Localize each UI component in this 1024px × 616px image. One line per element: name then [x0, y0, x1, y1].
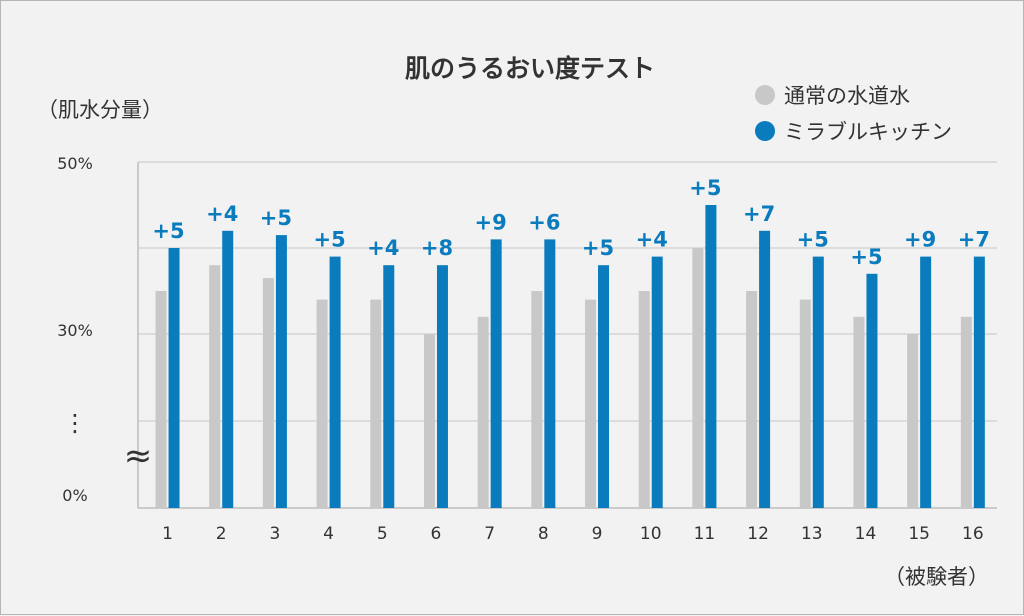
bar-tap-water-11: [692, 248, 704, 508]
bar-mirable-16: [973, 256, 985, 508]
legend-swatch-mirable: [755, 121, 775, 141]
difference-label-16: +7: [958, 228, 990, 252]
legend: 通常の水道水 ミラブルキッチン: [755, 84, 952, 144]
difference-label-10: +4: [636, 228, 668, 252]
x-axis-label: （被験者）: [884, 565, 989, 589]
y-tick-label-top: 50%: [57, 154, 93, 173]
bar-mirable-12: [759, 230, 771, 509]
bar-mirable-2: [222, 230, 234, 509]
y-tick-label-bottom: 0%: [62, 486, 87, 505]
bar-mirable-6: [436, 265, 448, 508]
axis-break-mark: ≈: [124, 436, 153, 476]
difference-label-11: +5: [689, 176, 721, 200]
bar-mirable-3: [275, 235, 287, 508]
x-tick-labels: 1 2 3 4 5 6 7 8 9 10 11 12 13 14 15 16: [162, 524, 984, 544]
difference-label-5: +4: [367, 236, 399, 260]
bar-mirable-15: [920, 256, 932, 508]
bar-tap-water-8: [531, 291, 543, 508]
bar-tap-water-1: [155, 291, 167, 508]
legend-swatch-tap-water: [755, 85, 775, 105]
bar-tap-water-10: [638, 291, 650, 508]
bar-tap-water-15: [907, 334, 919, 508]
x-tick-label-13: 13: [801, 524, 823, 544]
axis-break-dots: ⋮: [63, 409, 87, 437]
x-tick-label-16: 16: [962, 524, 984, 544]
bar-tap-water-3: [262, 278, 274, 508]
difference-label-13: +5: [797, 228, 829, 252]
difference-labels: +5 +4 +5 +5 +4 +8 +9 +6 +5 +4 +5 +7 +5 +5 +9 +7: [152, 176, 990, 269]
legend-label-mirable: ミラブルキッチン: [784, 120, 952, 144]
difference-label-2: +4: [206, 202, 238, 226]
x-tick-label-12: 12: [747, 524, 769, 544]
difference-label-4: +5: [313, 228, 345, 252]
bar-mirable-8: [544, 239, 556, 508]
bar-tap-water-16: [960, 316, 972, 508]
legend-label-tap-water: 通常の水道水: [784, 84, 910, 108]
x-tick-label-8: 8: [538, 524, 549, 544]
bar-tap-water-2: [209, 265, 221, 508]
bar-tap-water-12: [746, 291, 758, 508]
bar-tap-water-4: [316, 299, 328, 508]
x-tick-label-2: 2: [216, 524, 227, 544]
bar-tap-water-7: [477, 316, 489, 508]
bar-mirable-11: [705, 205, 717, 508]
bar-mirable-4: [329, 256, 341, 508]
bar-tap-water-6: [423, 334, 435, 508]
y-axis-label: （肌水分量）: [37, 98, 163, 122]
bar-mirable-9: [598, 265, 610, 508]
bar-tap-water-14: [853, 316, 865, 508]
x-tick-label-1: 1: [162, 524, 173, 544]
difference-label-3: +5: [260, 206, 292, 230]
x-tick-label-5: 5: [377, 524, 388, 544]
difference-label-12: +7: [743, 202, 775, 226]
difference-label-15: +9: [904, 228, 936, 252]
difference-label-1: +5: [152, 219, 184, 243]
difference-label-9: +5: [582, 236, 614, 260]
difference-label-14: +5: [850, 245, 882, 269]
bars-group: [155, 205, 985, 509]
x-tick-label-9: 9: [592, 524, 603, 544]
difference-label-7: +9: [475, 210, 507, 234]
chart-title: 肌のうるおい度テスト: [405, 54, 655, 83]
bar-mirable-13: [812, 256, 824, 508]
x-tick-label-3: 3: [269, 524, 280, 544]
y-tick-label-mid: 30%: [57, 321, 93, 340]
bar-tap-water-13: [799, 299, 811, 508]
difference-label-6: +8: [421, 236, 453, 260]
x-tick-label-10: 10: [640, 524, 662, 544]
bar-mirable-1: [168, 248, 180, 508]
bar-mirable-5: [383, 265, 395, 508]
bar-tap-water-5: [370, 299, 382, 508]
bar-mirable-7: [490, 239, 502, 508]
bar-mirable-14: [866, 273, 878, 508]
x-tick-label-7: 7: [484, 524, 495, 544]
bar-tap-water-9: [585, 299, 597, 508]
difference-label-8: +6: [528, 210, 560, 234]
x-tick-label-14: 14: [855, 524, 877, 544]
x-tick-label-4: 4: [323, 524, 334, 544]
x-tick-label-15: 15: [908, 524, 930, 544]
bar-mirable-10: [651, 256, 663, 508]
x-tick-label-11: 11: [694, 524, 716, 544]
x-tick-label-6: 6: [431, 524, 442, 544]
